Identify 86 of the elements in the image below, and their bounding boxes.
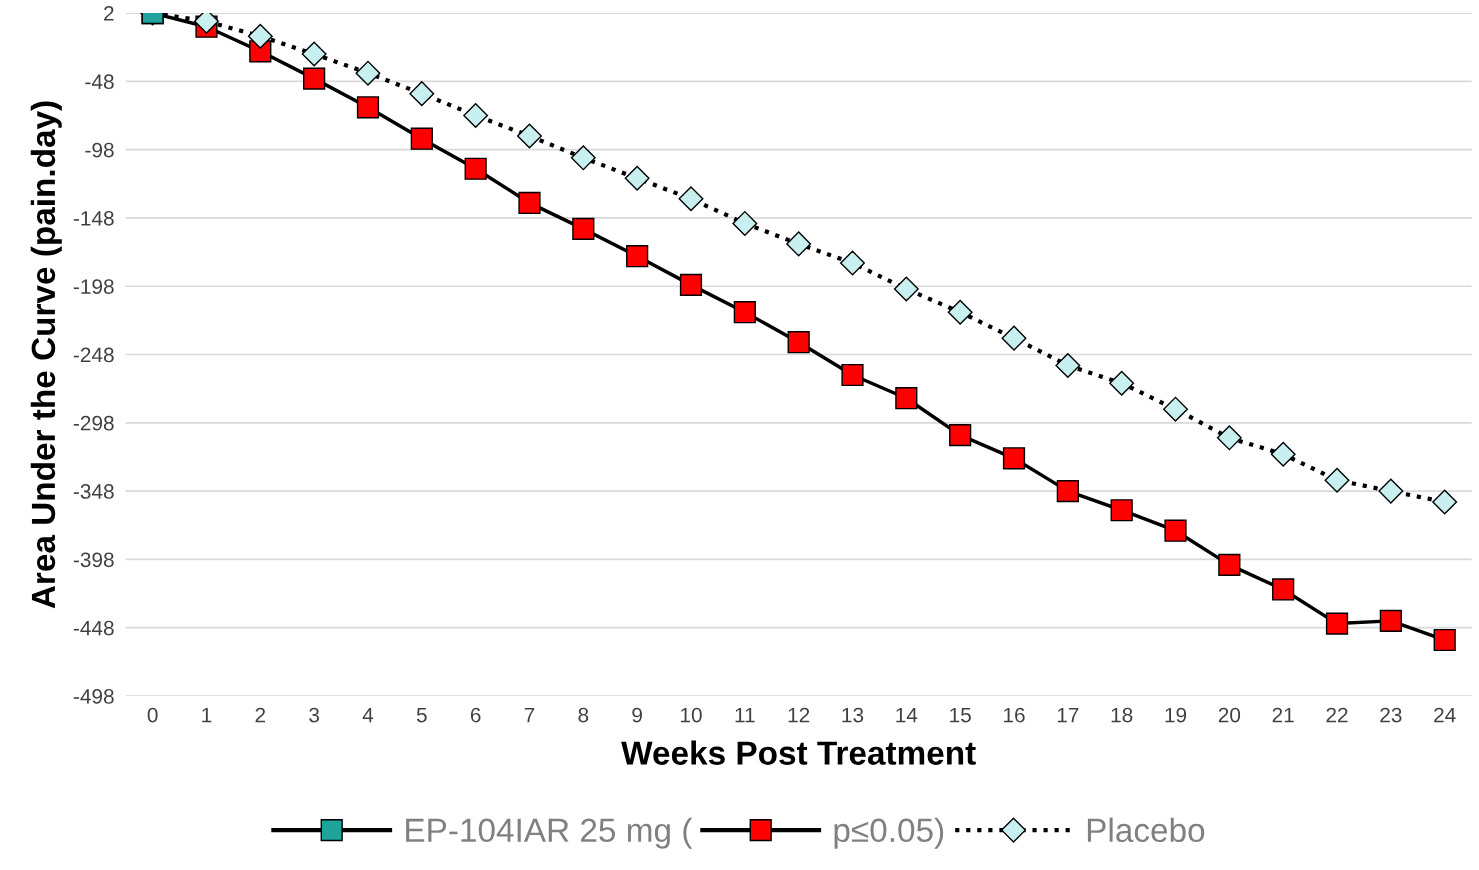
y-axis-title: Area Under the Curve (pain.day) (30, 101, 62, 609)
point (355, 60, 381, 86)
point (1325, 612, 1349, 635)
legend-label: Placebo (1087, 817, 1205, 843)
x-tick-label: 16 (1004, 707, 1025, 723)
x-tick-label: 5 (416, 707, 427, 723)
x-tick-label: 24 (1434, 707, 1456, 723)
x-tick-label: 14 (896, 707, 918, 723)
point (1056, 480, 1079, 503)
point (733, 301, 756, 324)
point (464, 157, 487, 180)
point (572, 217, 595, 240)
x-tick-label: 7 (524, 707, 535, 723)
point (517, 123, 542, 149)
point (1218, 553, 1241, 576)
point (410, 127, 433, 150)
x-tick-label: 9 (632, 707, 642, 723)
y-tick-label: -48 (85, 74, 114, 90)
point (301, 41, 327, 67)
x-axis-title: Weeks Post Treatment (621, 740, 976, 765)
point (1164, 519, 1187, 542)
x-tick-label: 20 (1218, 707, 1241, 723)
point (1055, 352, 1081, 378)
y-tick-label: -498 (73, 689, 114, 704)
x-tick-label: 3 (309, 707, 320, 723)
point (732, 210, 758, 236)
y-tick-label: -448 (73, 620, 114, 636)
point (840, 250, 865, 276)
x-tick-label: 0 (147, 707, 158, 723)
x-tick-label: 1 (202, 707, 212, 723)
x-tick-label: 4 (362, 707, 374, 723)
y-tick-label: 2 (104, 6, 114, 21)
point (356, 96, 380, 119)
x-tick-label: 17 (1057, 707, 1079, 723)
point (1002, 447, 1026, 470)
point (1216, 425, 1242, 451)
y-tick-label: -348 (73, 484, 114, 499)
point (679, 273, 703, 296)
point (1378, 478, 1404, 504)
point (787, 331, 810, 354)
point (303, 67, 326, 90)
point (624, 165, 650, 191)
point (786, 231, 812, 257)
point (1110, 499, 1133, 522)
point (893, 276, 919, 302)
y-tick-label: -248 (73, 347, 114, 363)
x-tick-label: 10 (680, 707, 702, 723)
point (1379, 609, 1402, 632)
x-tick-label: 13 (842, 707, 864, 723)
point (247, 23, 273, 49)
x-tick-label: 8 (578, 707, 589, 723)
point (463, 103, 489, 128)
point (1272, 578, 1295, 601)
point (1432, 489, 1458, 515)
point (1109, 370, 1135, 396)
x-tick-label: 23 (1380, 707, 1402, 723)
point (1433, 628, 1456, 652)
point (518, 191, 541, 215)
x-tick-label: 12 (788, 707, 810, 723)
point (1270, 441, 1296, 467)
x-tick-label: 11 (735, 707, 755, 723)
point (626, 245, 649, 268)
point (947, 299, 973, 325)
point (1163, 396, 1188, 422)
point (409, 81, 435, 107)
x-tick-label: 6 (470, 707, 481, 723)
point (1001, 325, 1027, 351)
point (841, 363, 864, 387)
y-tick-label: -398 (73, 552, 114, 568)
point (1324, 467, 1350, 493)
point (570, 145, 596, 171)
y-tick-label: -298 (73, 415, 114, 431)
x-tick-label: 21 (1272, 707, 1294, 723)
point (895, 387, 918, 410)
legend-label: p≤0.05) (834, 817, 944, 849)
x-tick-label: 18 (1111, 707, 1133, 723)
y-tick-label: -148 (73, 210, 114, 226)
x-tick-label: 2 (255, 707, 266, 723)
point (949, 424, 972, 447)
x-tick-label: 19 (1165, 707, 1187, 723)
y-tick-label: -198 (73, 279, 114, 294)
y-tick-label: -98 (85, 142, 114, 158)
point (678, 186, 704, 212)
x-tick-label: 22 (1326, 707, 1348, 723)
legend-label: EP-104IAR 25 mg ( (406, 817, 693, 849)
x-tick-label: 15 (950, 707, 971, 723)
